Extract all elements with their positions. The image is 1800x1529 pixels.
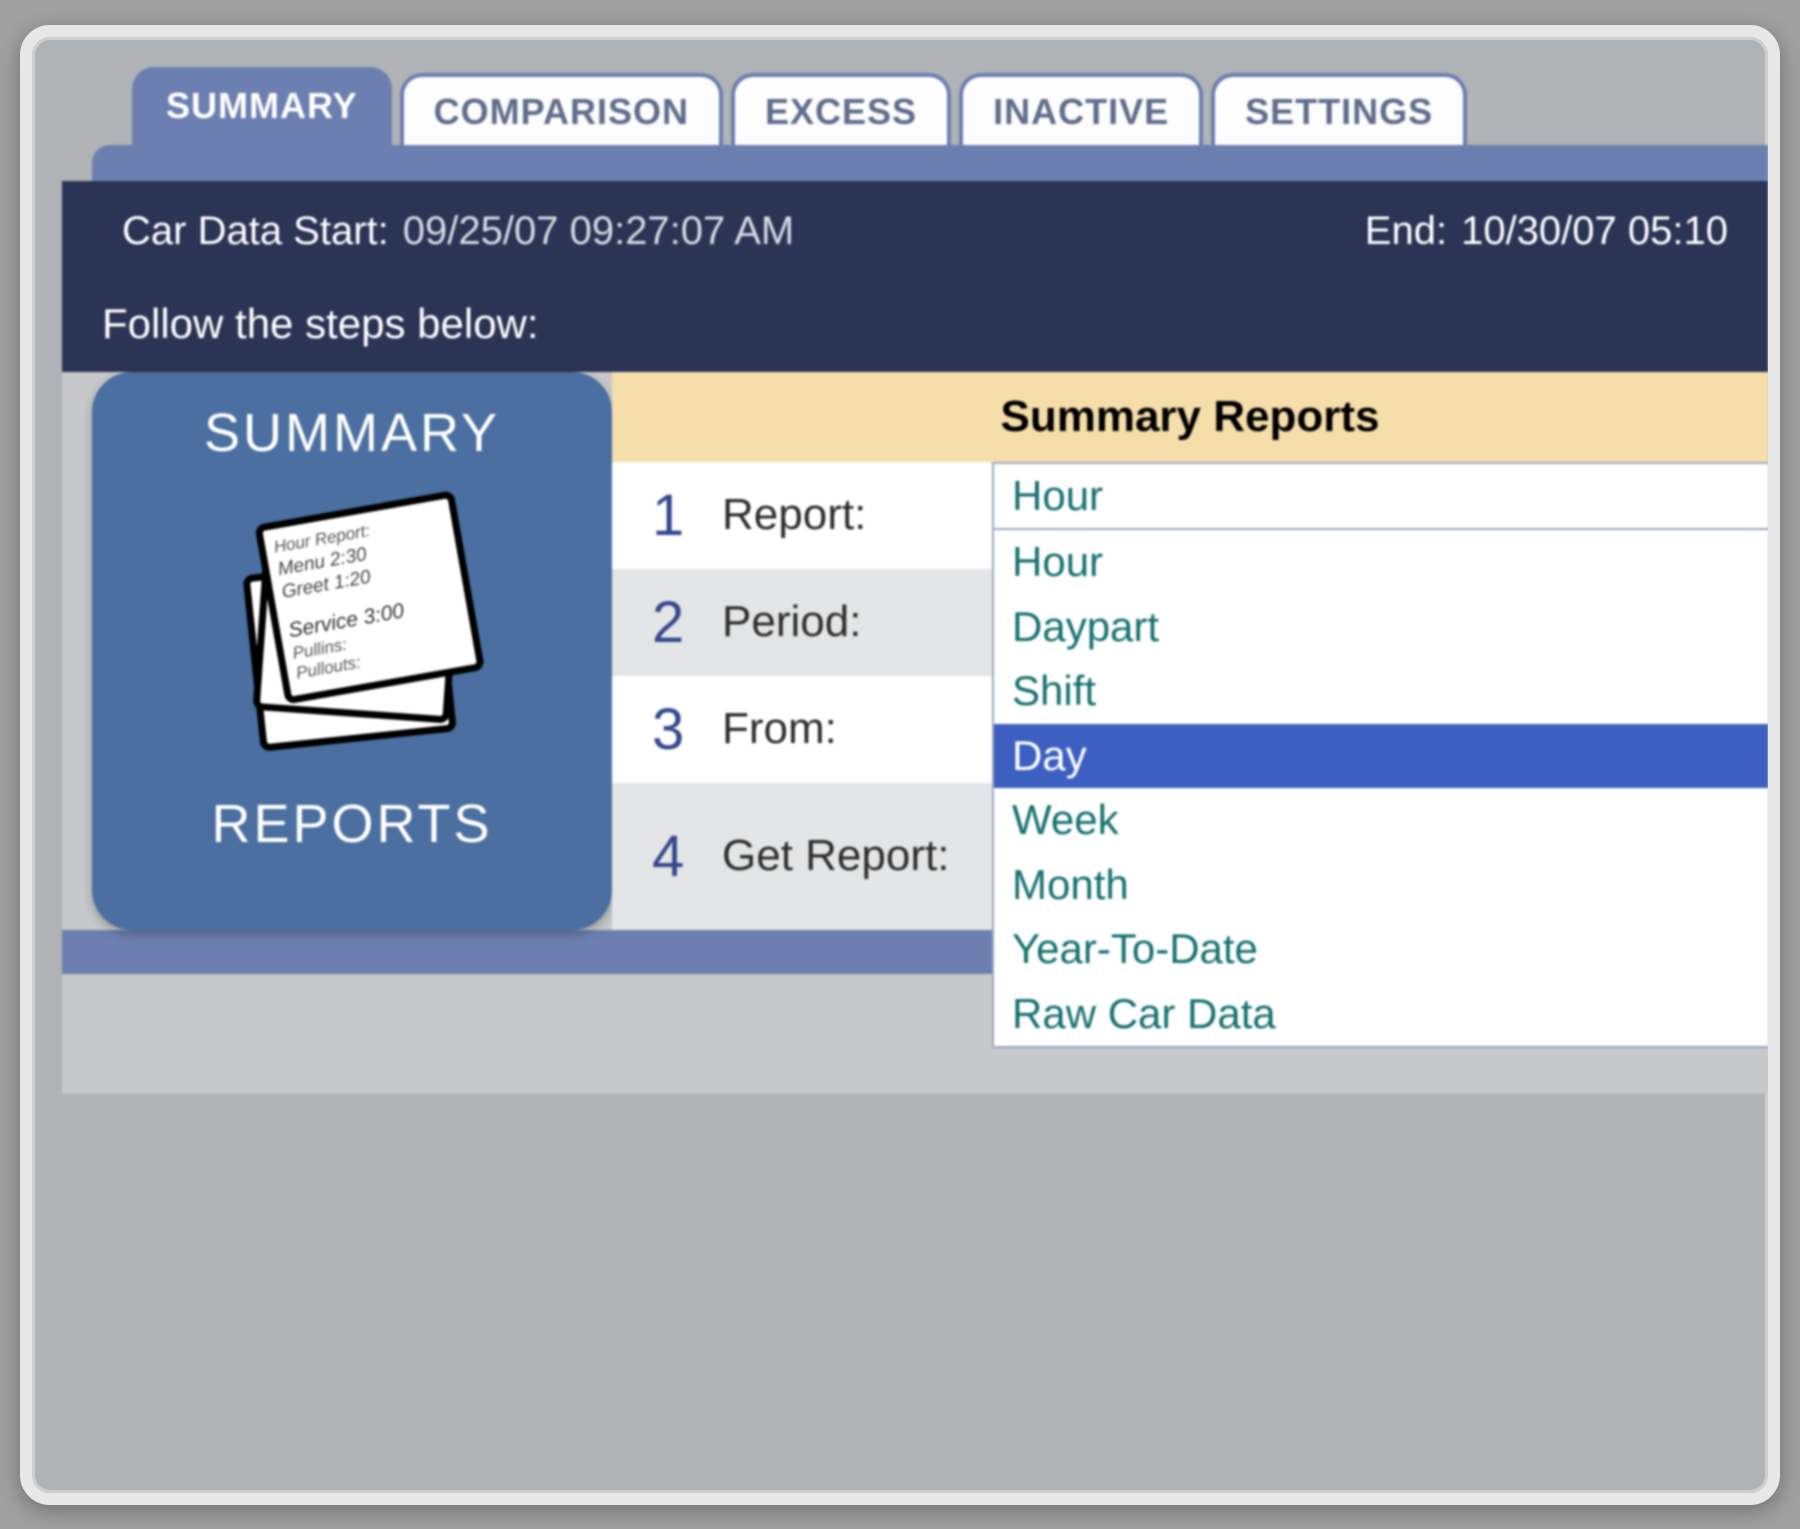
- report-option-hour[interactable]: Hour: [994, 530, 1768, 595]
- car-data-start-value: 09/25/07 09:27:07 AM: [403, 209, 794, 254]
- device-frame: SUMMARY COMPARISON EXCESS INACTIVE SETTI…: [20, 25, 1780, 1505]
- report-dropdown-selected[interactable]: Hour: [994, 464, 1768, 531]
- summary-reports-card[interactable]: SUMMARY Hour Report: Menu 2:30: [92, 372, 612, 930]
- tab-excess[interactable]: EXCESS: [731, 73, 951, 145]
- step-3-label: From:: [722, 704, 837, 754]
- report-option-raw[interactable]: Raw Car Data: [994, 982, 1768, 1047]
- report-option-shift[interactable]: Shift: [994, 659, 1768, 724]
- tab-inactive[interactable]: INACTIVE: [959, 73, 1203, 145]
- header-strip: [92, 145, 1768, 181]
- step-1-label: Report:: [722, 490, 866, 540]
- tab-settings[interactable]: SETTINGS: [1211, 73, 1467, 145]
- step-2-number: 2: [652, 589, 722, 656]
- card-subtitle: REPORTS: [211, 793, 492, 855]
- car-data-end-value: 10/30/07 05:10: [1461, 209, 1728, 254]
- main-content: SUMMARY Hour Report: Menu 2:30: [62, 372, 1768, 930]
- car-data-start-label: Car Data Start:: [122, 209, 389, 254]
- screen: SUMMARY COMPARISON EXCESS INACTIVE SETTI…: [62, 67, 1768, 1463]
- tab-comparison[interactable]: COMPARISON: [400, 73, 723, 145]
- tab-summary[interactable]: SUMMARY: [132, 67, 392, 145]
- step-4-number: 4: [652, 823, 722, 890]
- car-data-end-label: End:: [1365, 209, 1447, 254]
- steps-container: 1 Report: 2 Period: 3 From: 4 Get Report…: [612, 462, 1768, 930]
- report-option-ytd[interactable]: Year-To-Date: [994, 917, 1768, 982]
- report-option-month[interactable]: Month: [994, 853, 1768, 918]
- card-title: SUMMARY: [204, 402, 500, 464]
- tab-bar: SUMMARY COMPARISON EXCESS INACTIVE SETTI…: [62, 67, 1768, 145]
- report-option-daypart[interactable]: Daypart: [994, 595, 1768, 660]
- report-dropdown[interactable]: Hour Hour Daypart Shift Day Week Month Y…: [992, 462, 1768, 1049]
- reports-papers-icon: Hour Report: Menu 2:30 Greet 1:20 Servic…: [202, 488, 502, 773]
- step-3-number: 3: [652, 696, 722, 763]
- summary-reports-header: Summary Reports: [612, 372, 1768, 462]
- step-2-label: Period:: [722, 597, 861, 647]
- right-pane: Summary Reports 1 Report: 2 Period: 3 Fr…: [612, 372, 1768, 930]
- step-4-label: Get Report:: [722, 831, 949, 881]
- report-option-day[interactable]: Day: [994, 724, 1768, 789]
- report-option-week[interactable]: Week: [994, 788, 1768, 853]
- step-1-number: 1: [652, 482, 722, 549]
- instruction-text: Follow the steps below:: [62, 282, 1768, 372]
- car-data-bar: Car Data Start: 09/25/07 09:27:07 AM End…: [62, 181, 1768, 282]
